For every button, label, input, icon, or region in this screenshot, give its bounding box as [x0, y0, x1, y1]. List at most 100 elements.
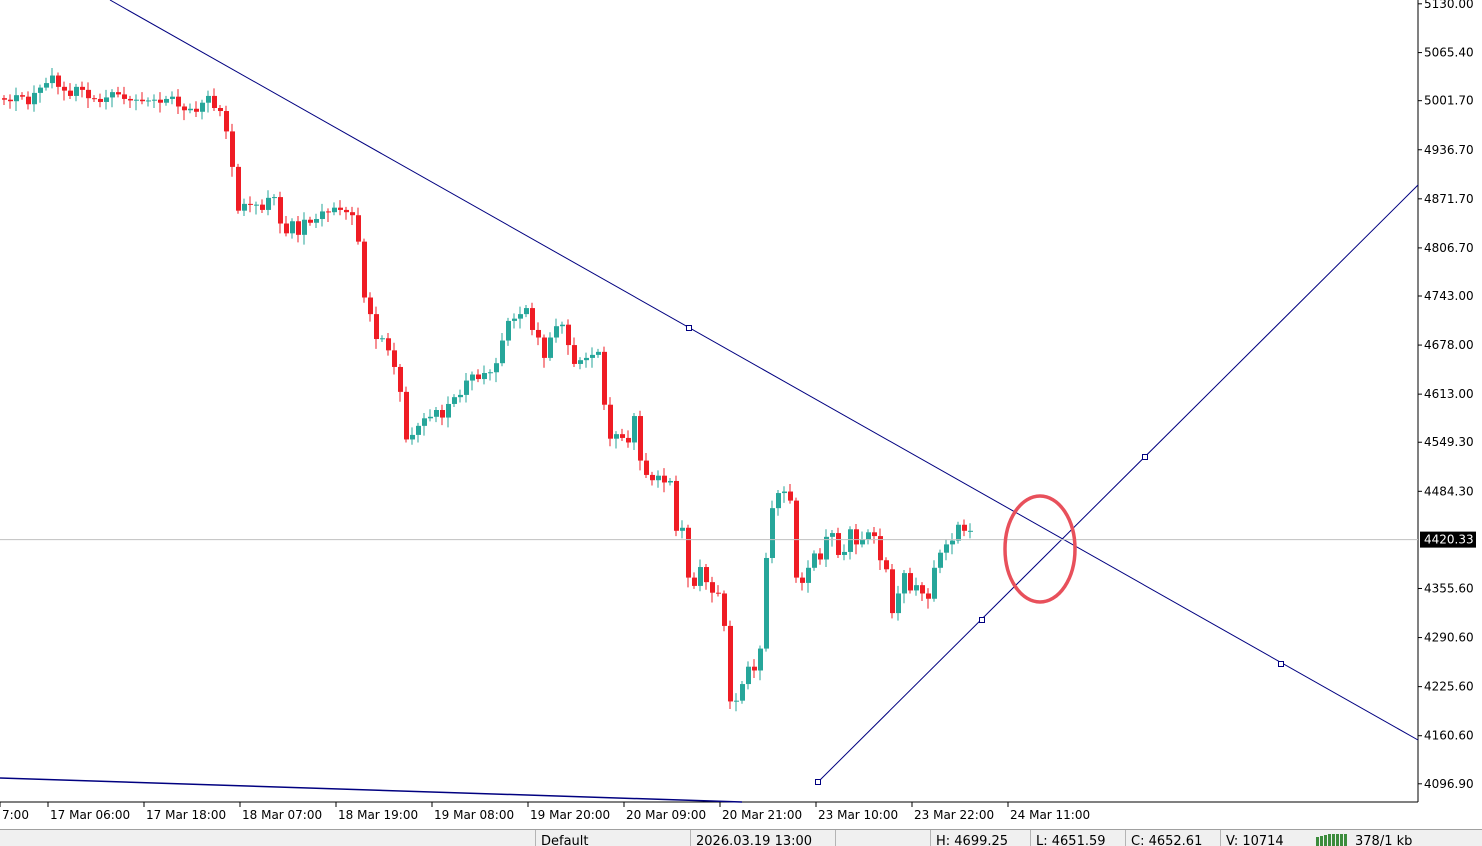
candle-body — [566, 324, 571, 346]
y-tick-label: 4936.70 — [1424, 143, 1474, 157]
descending-trendline[interactable] — [109, 0, 1419, 741]
candle-body — [590, 354, 595, 358]
candle-body — [560, 324, 565, 327]
trendline-anchor-handle[interactable] — [815, 779, 821, 785]
y-tick-label: 4160.60 — [1424, 729, 1474, 743]
candle-body — [848, 529, 853, 552]
y-tick-label: 4871.70 — [1424, 192, 1474, 206]
candle-body — [884, 560, 889, 570]
candle-body — [854, 529, 859, 545]
trendline-anchor-handle[interactable] — [686, 325, 692, 331]
candle-body — [686, 527, 691, 578]
candle-body — [212, 95, 217, 108]
candle-body — [434, 409, 439, 417]
candle-body — [818, 553, 823, 560]
candle-body — [518, 314, 523, 319]
candle-body — [422, 418, 427, 426]
candle-body — [140, 99, 145, 102]
candle-body — [482, 373, 487, 380]
candle-body — [842, 551, 847, 555]
candle-body — [944, 544, 949, 553]
candle-body — [704, 567, 709, 583]
candle-body — [50, 75, 55, 84]
candle-body — [806, 567, 811, 583]
candle-body — [824, 536, 829, 560]
candle-body — [758, 648, 763, 671]
candle-body — [620, 434, 625, 438]
candle-body — [962, 524, 967, 531]
candle-body — [716, 592, 721, 594]
candle-body — [524, 308, 529, 315]
candle-body — [890, 569, 895, 614]
candle-body — [20, 95, 25, 97]
candle-body — [614, 434, 619, 439]
candle-body — [800, 577, 805, 583]
candle-body — [428, 416, 433, 419]
connection-bars-icon[interactable] — [1316, 834, 1348, 846]
candle-body — [836, 533, 841, 555]
candle-body — [812, 553, 817, 568]
candle-body — [14, 95, 19, 102]
candle-body — [236, 166, 241, 211]
candle-body — [902, 573, 907, 594]
candle-body — [158, 99, 163, 103]
x-tick-label: 18 Mar 07:00 — [242, 808, 322, 822]
candle-body — [500, 340, 505, 364]
lower-trendline[interactable] — [0, 777, 743, 803]
status-profile[interactable]: Default — [535, 830, 691, 846]
status-high: H: 4699.25 — [930, 830, 1031, 846]
candle-body — [626, 437, 631, 443]
x-tick-label: 24 Mar 11:00 — [1010, 808, 1090, 822]
candle-body — [734, 700, 739, 702]
candle-body — [908, 573, 913, 591]
candle-body — [788, 491, 793, 501]
candle-body — [602, 351, 607, 405]
y-tick-label: 4743.00 — [1424, 289, 1474, 303]
trendline-anchor-handle[interactable] — [1278, 661, 1284, 667]
status-volume: V: 10714 — [1220, 830, 1311, 846]
candle-body — [86, 89, 91, 99]
candle-body — [896, 593, 901, 614]
candle-body — [662, 475, 667, 483]
x-tick-label: 20 Mar 21:00 — [722, 808, 802, 822]
trendline-anchor-handle[interactable] — [979, 617, 985, 623]
candle-body — [392, 350, 397, 367]
candle-body — [410, 434, 415, 440]
candle-body — [278, 197, 283, 224]
candle-body — [206, 95, 211, 103]
status-low: L: 4651.59 — [1030, 830, 1126, 846]
candle-body — [596, 351, 601, 355]
x-axis-ticks: 7:00 17 Mar 06:00 17 Mar 18:00 18 Mar 07:00… — [0, 802, 1090, 822]
trendline-anchor-handle[interactable] — [1142, 454, 1148, 460]
candle-body — [872, 532, 877, 537]
candle-body — [608, 404, 613, 439]
candle-body — [470, 374, 475, 381]
candle-body — [260, 204, 265, 210]
candle-body — [452, 397, 457, 404]
candle-body — [344, 209, 349, 213]
y-tick-label: 5001.70 — [1424, 94, 1474, 108]
candle-body — [230, 131, 235, 167]
highlight-circle — [1003, 494, 1077, 604]
candle-body — [914, 585, 919, 591]
x-tick-label: 23 Mar 10:00 — [818, 808, 898, 822]
candle-body — [554, 326, 559, 338]
candle-body — [374, 314, 379, 340]
candle-body — [56, 75, 61, 87]
candle-body — [92, 98, 97, 100]
candle-body — [320, 211, 325, 219]
candle-body — [698, 567, 703, 586]
ascending-trendline[interactable] — [817, 184, 1419, 783]
candle-body — [710, 582, 715, 593]
candle-body — [770, 508, 775, 558]
candle-body — [830, 533, 835, 537]
candle-body — [488, 372, 493, 374]
candle-body — [680, 527, 685, 531]
status-bar: Default 2026.03.19 13:00 H: 4699.25 L: 4… — [0, 829, 1482, 846]
candle-body — [752, 666, 757, 671]
x-tick-label: 19 Mar 08:00 — [434, 808, 514, 822]
trendlines — [0, 0, 1419, 803]
plot-area — [0, 0, 1418, 802]
candle-body — [332, 207, 337, 213]
candle-body — [446, 403, 451, 418]
